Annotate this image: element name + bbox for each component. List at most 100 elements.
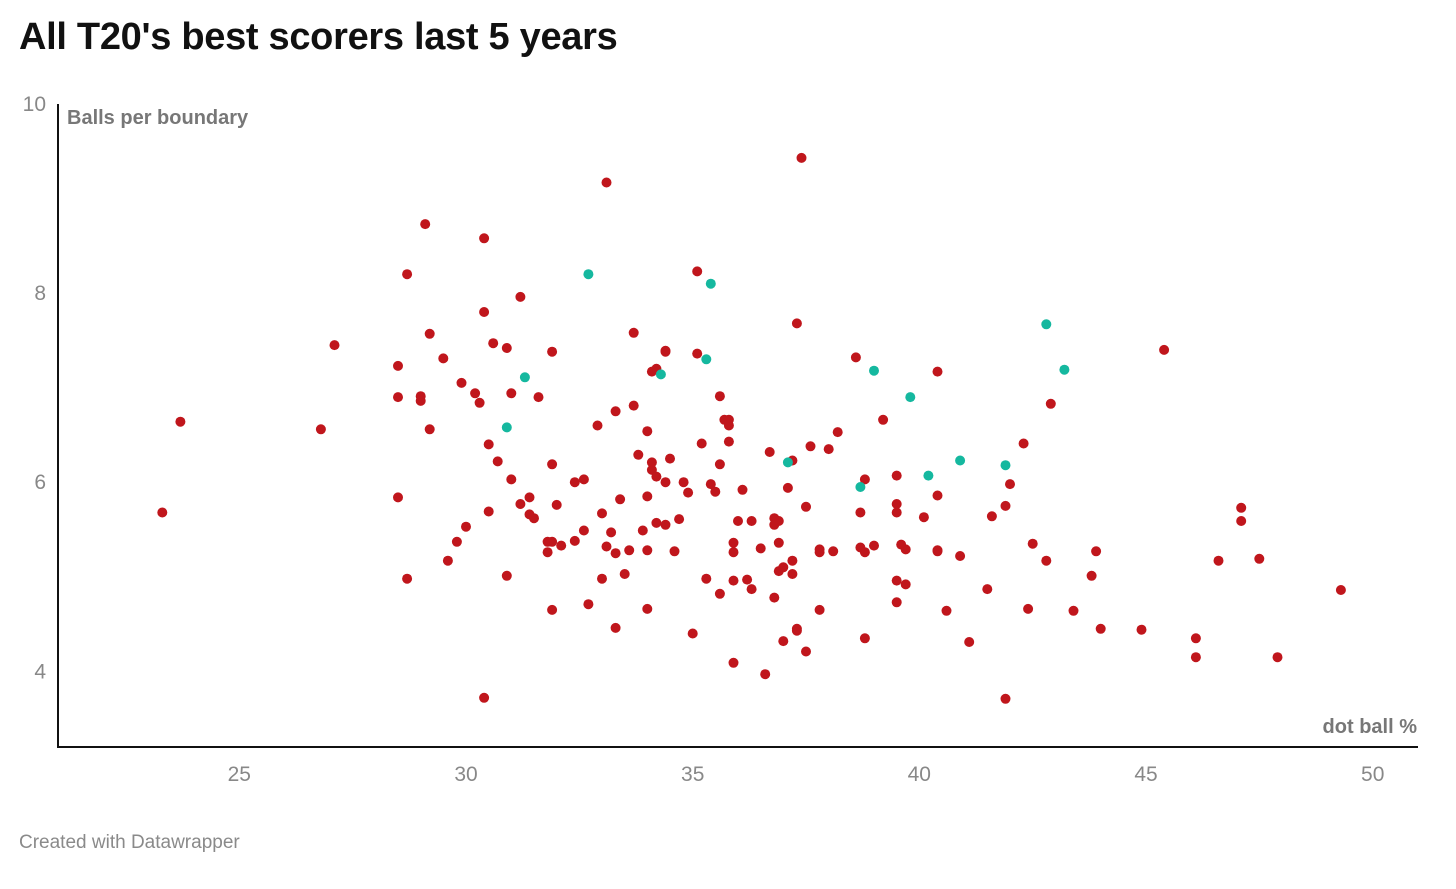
scatter-point-s1-46 [556, 540, 567, 551]
scatter-point-s2-9 [869, 365, 879, 376]
scatter-point-s1-120 [778, 636, 789, 647]
scatter-point-s1-32 [506, 474, 517, 485]
scatter-point-s1-41 [547, 536, 558, 547]
scatter-point-s1-141 [859, 474, 870, 485]
scatter-point-s1-131 [805, 441, 816, 452]
scatter-point-s1-2 [175, 416, 186, 427]
scatter-point-s1-169 [1027, 538, 1038, 549]
scatter-point-s1-171 [1045, 398, 1056, 409]
scatter-point-s1-51 [583, 599, 594, 610]
scatter-point-s2-13 [1000, 460, 1011, 471]
scatter-point-s1-111 [760, 669, 771, 680]
scatter-point-s1-19 [461, 521, 471, 532]
scatter-point-s2-1 [501, 422, 512, 433]
scatter-point-s1-168 [1023, 603, 1034, 614]
scatter-point-s1-180 [1213, 555, 1224, 566]
scatter-point-s1-136 [828, 546, 839, 557]
scatter-point-s1-9 [402, 573, 413, 584]
scatter-point-s1-59 [610, 622, 621, 633]
scatter-point-s1-123 [787, 555, 798, 566]
scatter-point-s1-33 [515, 291, 526, 302]
scatter-point-s1-148 [891, 499, 902, 509]
scatter-point-s1-31 [506, 388, 517, 399]
scatter-point-s1-172 [1068, 605, 1079, 616]
scatter-point-s1-37 [529, 513, 539, 524]
scatter-point-s1-112 [764, 447, 775, 457]
scatter-point-s1-119 [778, 562, 789, 573]
chart-title: All T20's best scorers last 5 years [19, 16, 618, 58]
scatter-point-s1-53 [597, 508, 607, 519]
scatter-point-s1-86 [683, 487, 694, 498]
scatter-point-s1-12 [420, 219, 431, 230]
scatter-point-s1-90 [696, 438, 707, 449]
scatter-point-s2-2 [519, 372, 530, 383]
x-tick-label: 40 [908, 763, 931, 786]
scatter-point-s1-129 [801, 501, 811, 512]
x-axis-title: dot ball % [1323, 716, 1418, 738]
scatter-point-s1-15 [438, 353, 449, 364]
scatter-point-s1-34 [515, 499, 526, 509]
scatter-point-s1-82 [665, 453, 675, 464]
scatter-point-s2-6 [705, 278, 716, 289]
scatter-point-s1-16 [442, 555, 453, 566]
scatter-point-s1-183 [1254, 553, 1265, 564]
scatter-point-s1-14 [424, 424, 435, 435]
scatter-point-s1-93 [710, 486, 721, 497]
x-tick-label: 50 [1361, 763, 1384, 786]
scatter-point-s1-67 [637, 525, 648, 536]
scatter-point-s1-100 [723, 436, 734, 447]
scatter-point-s1-157 [932, 545, 943, 556]
scatter-point-s1-142 [859, 547, 870, 558]
scatter-point-s1-50 [578, 474, 589, 485]
scatter-point-s1-116 [773, 537, 784, 548]
scatter-point-s1-155 [932, 490, 943, 501]
scatter-point-s1-108 [746, 516, 757, 526]
scatter-point-s1-48 [569, 477, 580, 488]
scatter-point-s1-173 [1086, 570, 1097, 581]
scatter-point-s1-181 [1236, 516, 1247, 526]
scatter-point-s1-87 [687, 628, 698, 639]
y-tick-label: 8 [34, 282, 46, 305]
scatter-point-s1-161 [964, 637, 975, 647]
scatter-point-s1-64 [628, 400, 639, 411]
scatter-point-s1-27 [488, 338, 499, 349]
scatter-point-s1-30 [501, 570, 512, 581]
scatter-point-s1-146 [891, 507, 902, 518]
scatter-point-s1-150 [891, 597, 902, 608]
scatter-point-s1-152 [900, 579, 911, 590]
scatter-point-s1-71 [642, 603, 653, 614]
scatter-point-s1-68 [642, 491, 653, 502]
scatter-point-s1-54 [597, 573, 607, 584]
scatter-point-s1-7 [393, 492, 403, 503]
scatter-point-s1-40 [542, 547, 553, 558]
scatter-point-s1-96 [714, 588, 725, 599]
scatter-point-s1-101 [728, 537, 739, 548]
scatter-point-s1-118 [773, 516, 784, 526]
scatter-point-s1-55 [601, 541, 612, 552]
scatter-point-s1-154 [918, 512, 929, 523]
scatter-point-s1-103 [728, 575, 739, 586]
scatter-point-s1-159 [941, 605, 952, 616]
scatter-point-s1-84 [674, 514, 685, 525]
y-tick-label: 4 [34, 660, 46, 683]
scatter-point-s1-49 [578, 525, 589, 536]
scatter-point-s1-166 [1005, 479, 1015, 490]
scatter-point-s1-92 [705, 479, 716, 490]
scatter-point-s1-145 [878, 414, 889, 425]
scatter-point-s1-81 [660, 519, 671, 530]
scatter-point-s1-66 [633, 449, 644, 460]
scatter-point-s1-106 [737, 484, 748, 495]
scatter-point-s1-138 [850, 352, 861, 363]
footer-credit: Created with Datawrapper [19, 832, 240, 853]
scatter-point-s1-170 [1041, 555, 1052, 566]
scatter-point-s1-182 [1236, 502, 1247, 513]
scatter-point-s1-104 [728, 657, 739, 668]
scatter-point-s1-63 [624, 545, 635, 556]
scatter-point-s2-11 [923, 470, 934, 481]
scatter-point-s1-143 [859, 633, 870, 644]
scatter-point-s1-60 [610, 406, 621, 417]
scatter-point-s1-162 [982, 584, 993, 595]
scatter-point-s1-137 [832, 427, 843, 438]
scatter-point-s1-105 [733, 516, 743, 526]
scatter-point-s1-135 [823, 444, 834, 455]
